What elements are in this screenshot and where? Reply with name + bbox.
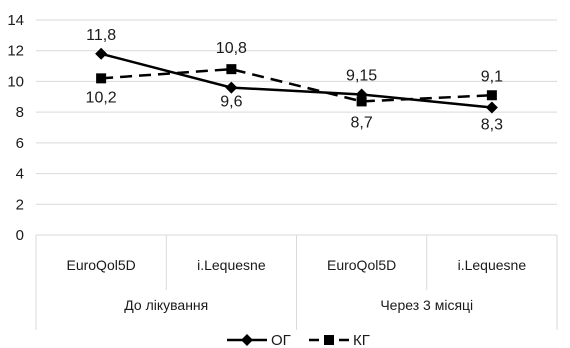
- legend: ОГ КГ: [227, 332, 370, 348]
- data-label: 9,1: [481, 68, 503, 85]
- data-label: 10,8: [216, 40, 247, 57]
- data-point-square: [226, 64, 237, 75]
- legend-label: ОГ: [271, 332, 291, 348]
- x-group-label: Через 3 місяці: [380, 297, 473, 313]
- data-label: 11,8: [86, 27, 116, 44]
- y-tick-label: 4: [16, 166, 24, 183]
- data-label: 10,2: [86, 89, 117, 106]
- legend-marker-square: [324, 335, 334, 345]
- data-label: 8,3: [481, 117, 503, 134]
- data-point-square: [96, 73, 107, 84]
- legend-marker-diamond: [241, 334, 253, 346]
- legend-label: КГ: [353, 332, 370, 348]
- x-category-label: i.Lequesne: [458, 257, 527, 273]
- data-label: 9,6: [220, 94, 242, 111]
- y-tick-label: 12: [7, 43, 24, 60]
- data-labels: 11,8 9,6 9,15 8,3 10,2 10,8 8,7 9,1: [86, 27, 504, 134]
- series-line-og: [100, 52, 492, 109]
- x-category-label: EuroQol5D: [66, 257, 135, 273]
- data-point-square: [486, 90, 497, 101]
- series-layer: [95, 47, 498, 114]
- data-point-diamond: [225, 81, 238, 94]
- x-category-label: EuroQol5D: [327, 257, 396, 273]
- y-tick-label: 8: [16, 104, 24, 121]
- x-category-label: i.Lequesne: [197, 257, 266, 273]
- y-tick-label: 2: [16, 196, 24, 213]
- y-tick-label: 0: [16, 227, 24, 244]
- y-tick-label: 10: [7, 73, 24, 90]
- data-point-diamond: [485, 101, 498, 114]
- y-axis-ticks: 0 2 4 6 8 10 12 14: [7, 12, 24, 244]
- y-tick-label: 14: [7, 12, 24, 29]
- y-tick-label: 6: [16, 135, 24, 152]
- x-axis: EuroQol5D i.Lequesne EuroQol5D i.Lequesne До…: [35, 234, 558, 330]
- data-point-square: [356, 96, 367, 107]
- gridlines: [36, 19, 557, 236]
- data-label: 9,15: [346, 67, 377, 84]
- series-line-kg: [101, 67, 492, 103]
- data-label: 8,7: [351, 114, 373, 131]
- data-point-diamond: [95, 47, 108, 60]
- x-group-label: До лікування: [124, 297, 208, 313]
